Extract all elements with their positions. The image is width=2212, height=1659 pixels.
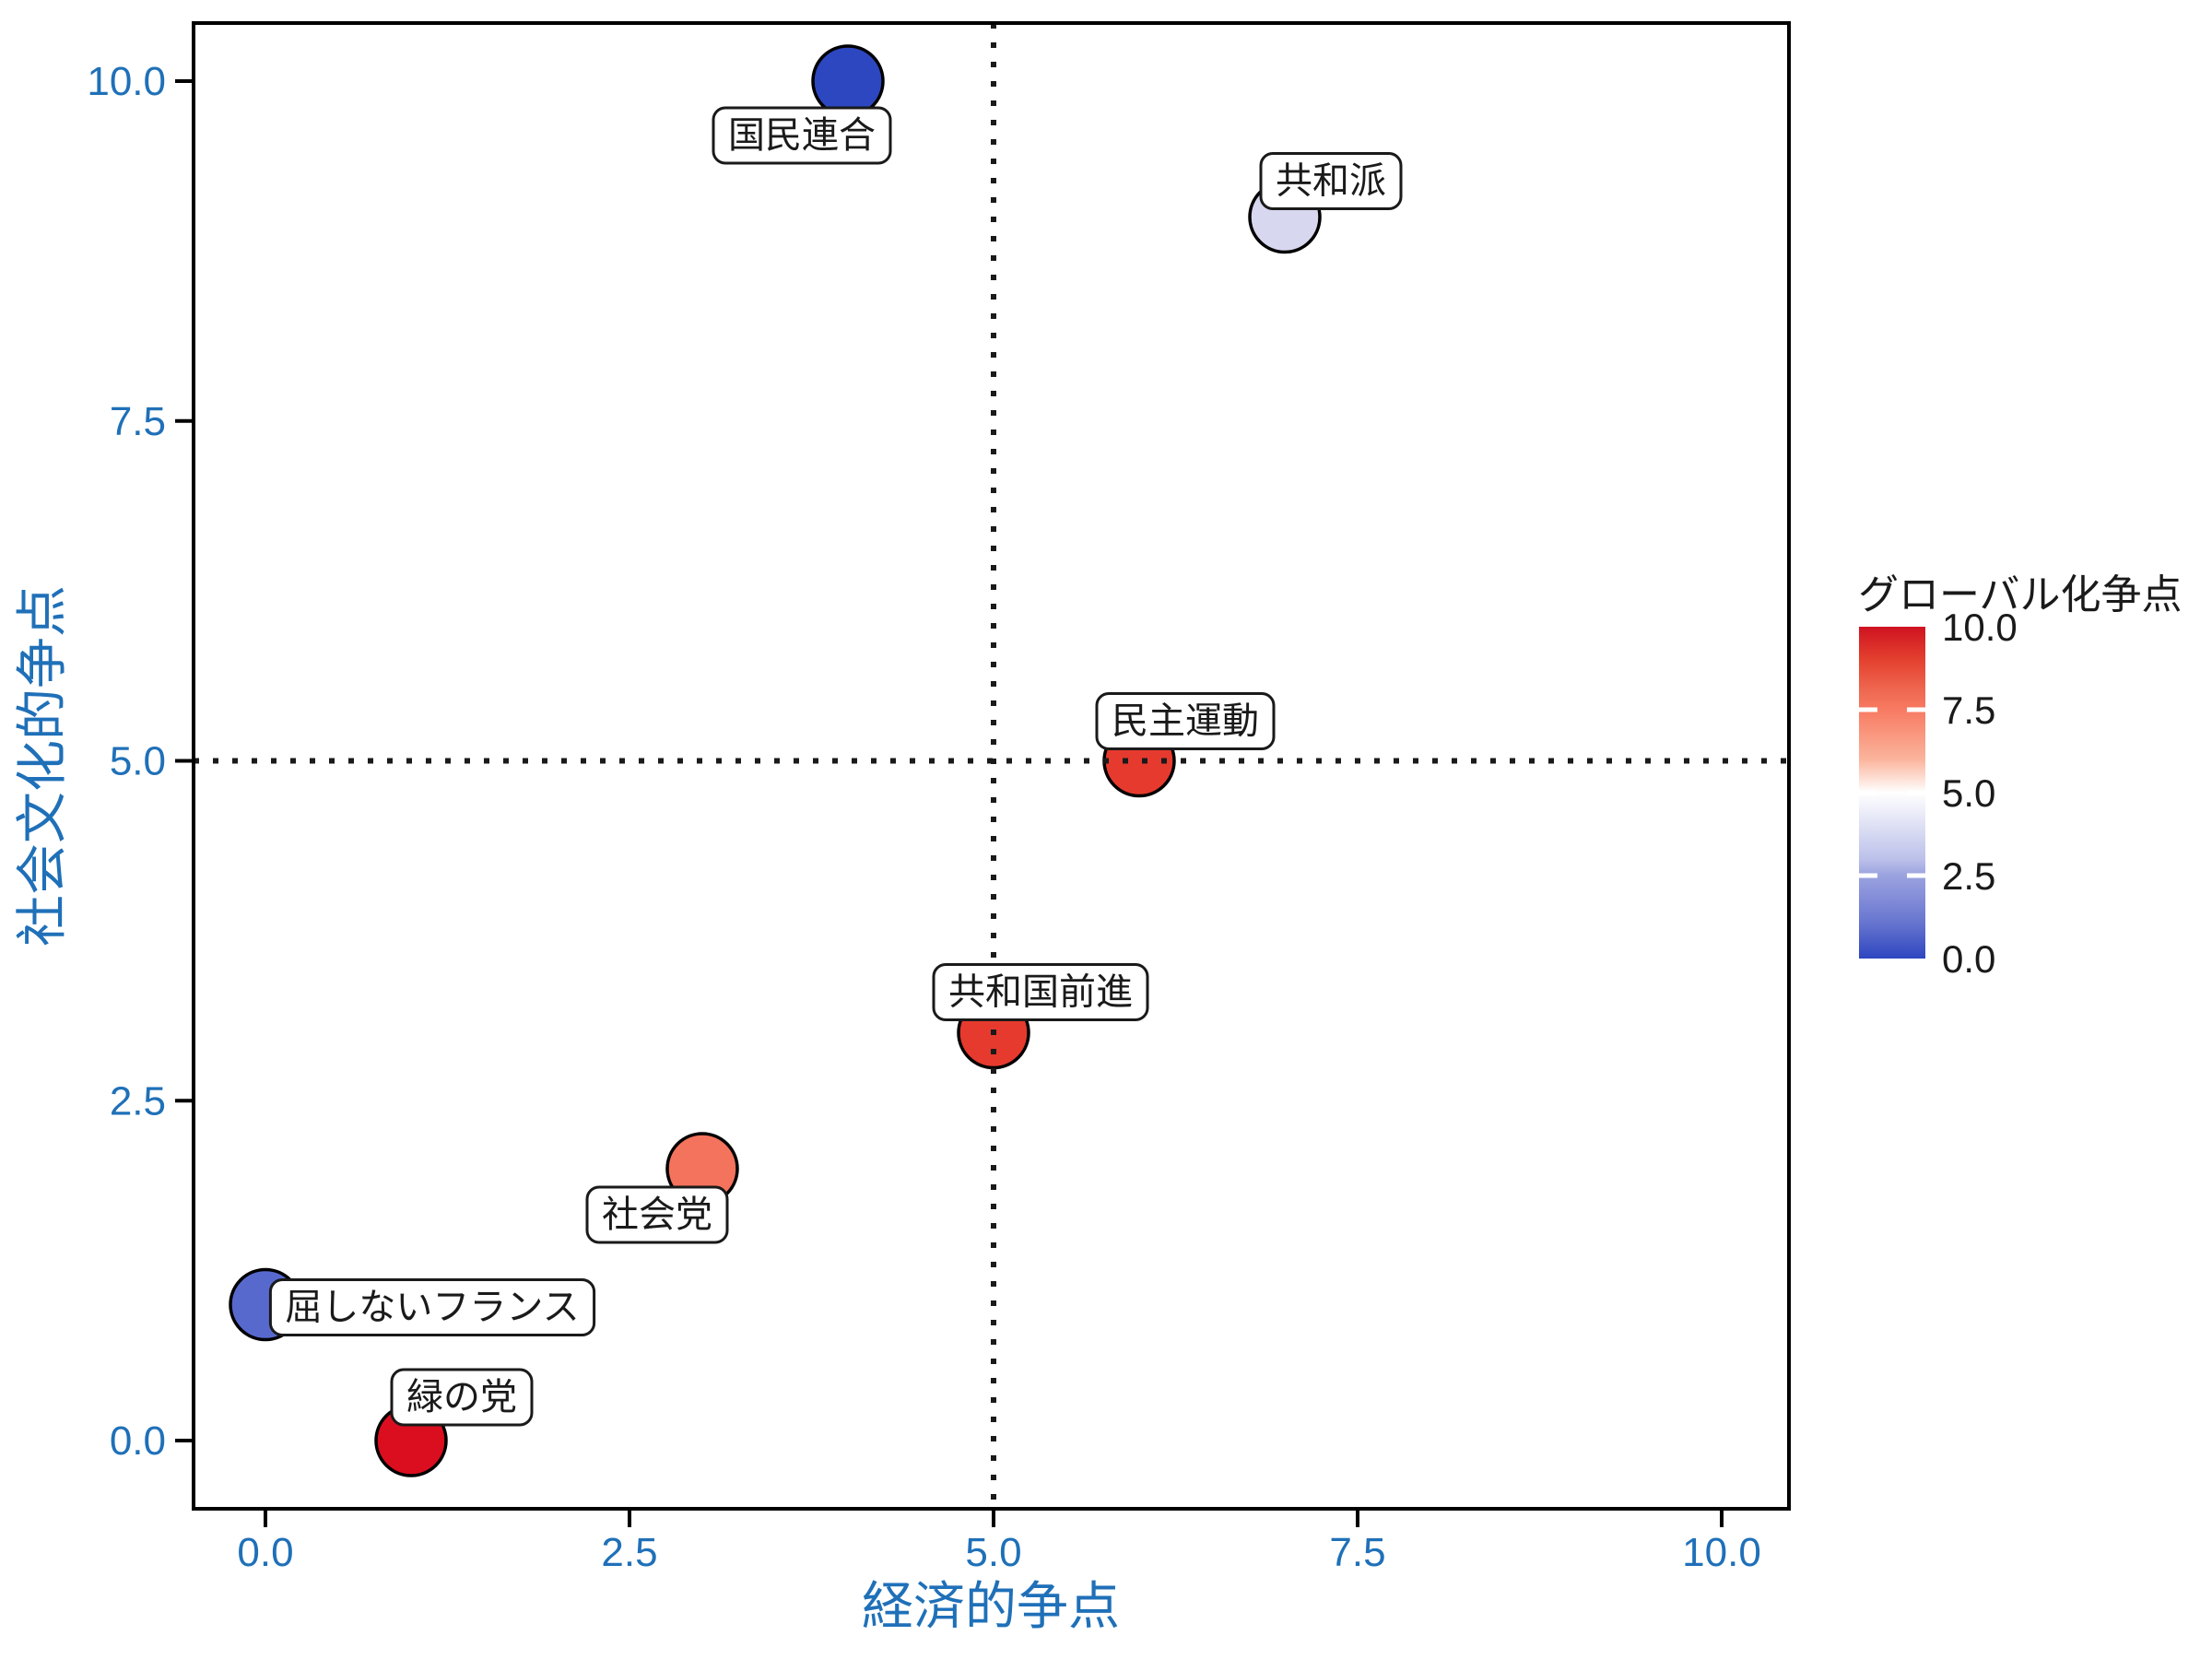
point-label-text: 国民連合 xyxy=(728,115,876,156)
y-axis-title: 社会文化的争点 xyxy=(13,585,71,947)
point-label: 民主運動 xyxy=(1095,692,1276,750)
reference-lines-layer xyxy=(194,23,1789,1509)
point-label-box xyxy=(268,1278,596,1336)
point-label-box xyxy=(585,1185,729,1244)
point-label-box xyxy=(712,106,892,165)
point-label: 国民連合 xyxy=(712,106,892,165)
point-label: 共和派 xyxy=(1259,152,1403,210)
point-label-text: 共和国前進 xyxy=(948,972,1133,1013)
legend-tick-label: 5.0 xyxy=(1942,771,1995,815)
y-tick-label: 2.5 xyxy=(110,1078,166,1124)
point-label-text: 共和派 xyxy=(1276,161,1386,202)
legend-colorbar-ticks xyxy=(1859,707,1925,878)
point-label: 屈しないフランス xyxy=(268,1278,596,1336)
legend-title: グローバル化争点 xyxy=(1858,572,2183,618)
legend-tick-label: 0.0 xyxy=(1942,937,1995,981)
point-label-box xyxy=(932,963,1149,1021)
x-axis: 0.0 2.5 5.0 7.5 10.0 xyxy=(237,1511,1761,1575)
legend-tick-label: 2.5 xyxy=(1942,854,1995,898)
plot-panel xyxy=(194,23,1789,1509)
plot-border xyxy=(192,21,1791,1511)
legend-tick-label: 7.5 xyxy=(1942,688,1995,732)
x-tick-label: 0.0 xyxy=(237,1530,293,1575)
x-axis-title: 経済的争点 xyxy=(862,1577,1120,1635)
point-label: 共和国前進 xyxy=(932,963,1149,1021)
point-label: 社会党 xyxy=(585,1185,729,1244)
x-tick-label: 2.5 xyxy=(601,1530,657,1575)
y-axis: 0.0 2.5 5.0 7.5 10.0 xyxy=(87,59,192,1464)
y-tick-label: 7.5 xyxy=(110,399,166,444)
y-tick-label: 0.0 xyxy=(110,1418,166,1464)
x-tick-label: 10.0 xyxy=(1682,1530,1761,1575)
point-label-text: 屈しないフランス xyxy=(285,1288,579,1328)
y-tick-label: 10.0 xyxy=(87,59,166,104)
y-tick-label: 5.0 xyxy=(110,739,166,784)
point-label-box xyxy=(1259,152,1403,210)
legend-tick-labels: 10.0 7.5 5.0 2.5 0.0 xyxy=(1942,606,2018,981)
point-label-box xyxy=(1095,692,1276,750)
x-tick-label: 5.0 xyxy=(965,1530,1021,1575)
point-label-text: 社会党 xyxy=(602,1194,712,1235)
legend-tick-label: 10.0 xyxy=(1942,606,2018,649)
data-point xyxy=(811,44,885,118)
point-label-box xyxy=(390,1368,534,1427)
color-legend: グローバル化争点 10.0 7.5 5.0 2.5 0.0 xyxy=(1858,572,2183,981)
point-label: 緑の党 xyxy=(390,1368,534,1427)
point-label-text: 緑の党 xyxy=(406,1377,517,1418)
x-tick-label: 7.5 xyxy=(1329,1530,1385,1575)
point-label-text: 民主運動 xyxy=(1112,701,1259,742)
